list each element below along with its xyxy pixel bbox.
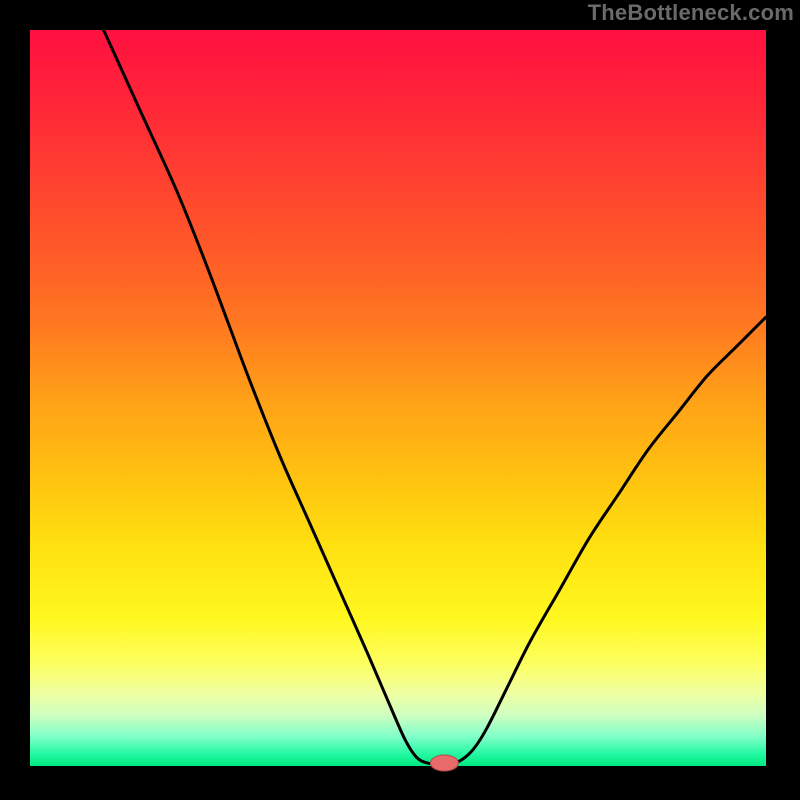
chart-svg	[0, 0, 796, 796]
optimal-marker	[430, 755, 458, 771]
plot-area	[30, 30, 766, 766]
watermark-text: TheBottleneck.com	[588, 0, 794, 26]
chart-container: TheBottleneck.com	[0, 0, 800, 800]
